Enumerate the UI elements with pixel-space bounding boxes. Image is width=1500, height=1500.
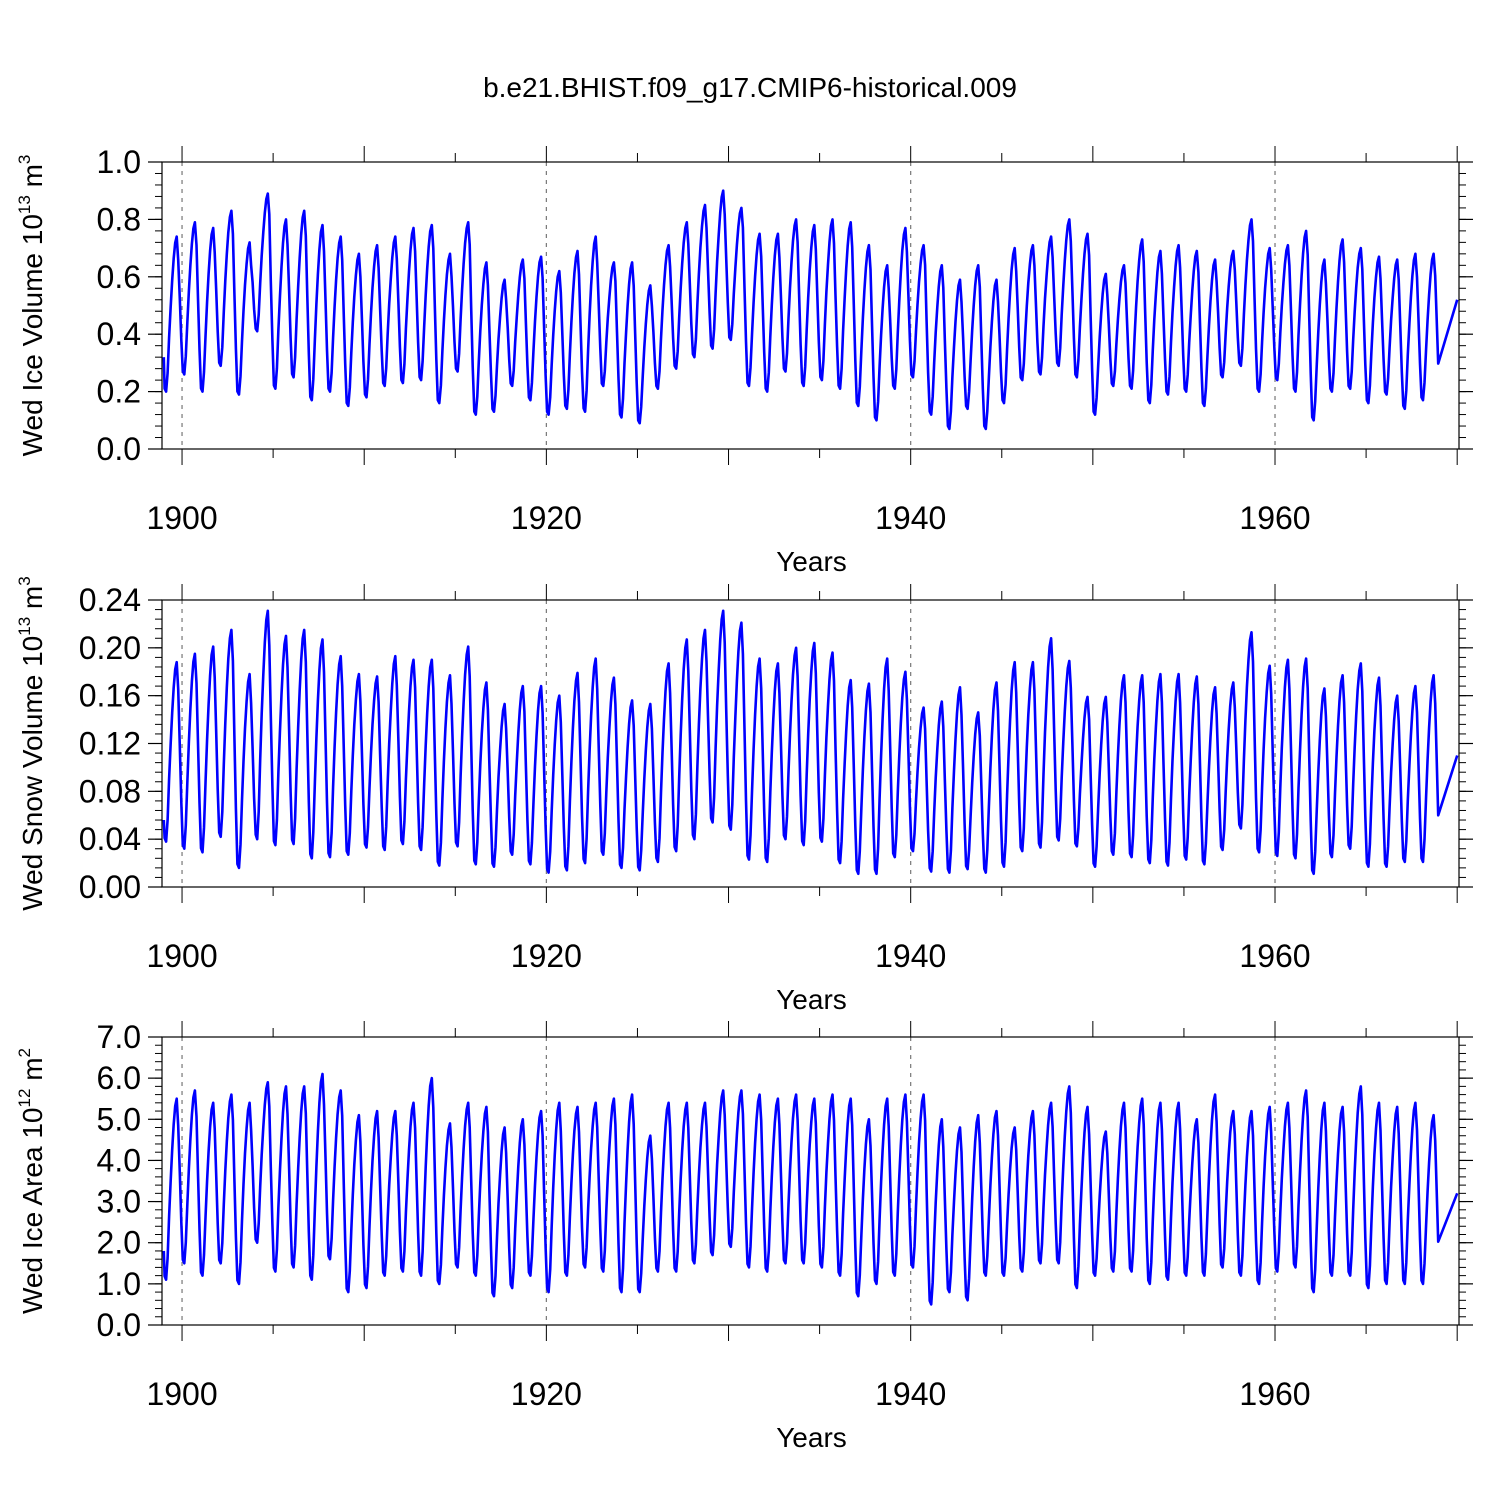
x-axis-label: Years bbox=[776, 546, 847, 577]
y-label-unit: m bbox=[17, 1057, 48, 1088]
panel-ice-volume: 0.0 0.2 0.4 0.6 0.8 1.0 1900 1920 1940 1960 Years W… bbox=[15, 144, 1473, 577]
y-label-prefix: Wed Ice Area 10 bbox=[17, 1108, 48, 1315]
x-tick-label: 1900 bbox=[146, 1376, 217, 1412]
y-label-exponent: 13 bbox=[15, 195, 34, 214]
y-label-unit: m bbox=[17, 164, 48, 195]
y-tick-label: 0.0 bbox=[97, 431, 141, 467]
y-label-prefix: Wed Ice Volume 10 bbox=[17, 214, 48, 456]
y-tick-label: 0.24 bbox=[79, 582, 141, 618]
y-tick-label: 0.20 bbox=[79, 630, 141, 666]
y-tick-label: 1.0 bbox=[97, 144, 141, 180]
y-label-unit-exponent: 3 bbox=[15, 576, 34, 585]
y-label-exponent: 13 bbox=[15, 617, 34, 636]
x-tick-label: 1920 bbox=[511, 500, 582, 536]
y-label-unit-exponent: 3 bbox=[15, 155, 34, 164]
series-line-ice-area bbox=[162, 1072, 1459, 1306]
panel-snow-volume: 0.00 0.04 0.08 0.12 0.16 0.20 0.24 1900 1920 1940… bbox=[15, 576, 1473, 1015]
series-line-snow-volume bbox=[162, 609, 1459, 876]
x-tick-label: 1940 bbox=[875, 500, 946, 536]
y-tick-label: 0.6 bbox=[97, 259, 141, 295]
y-tick-label: 2.0 bbox=[97, 1225, 141, 1261]
series-line-ice-volume bbox=[162, 189, 1459, 431]
y-label-exponent: 12 bbox=[15, 1089, 34, 1108]
x-tick-label: 1920 bbox=[511, 1376, 582, 1412]
y-tick-label: 5.0 bbox=[97, 1101, 141, 1137]
y-label-prefix: Wed Snow Volume 10 bbox=[17, 636, 48, 911]
x-tick-label: 1900 bbox=[146, 938, 217, 974]
y-axis-label: Wed Snow Volume 1013 m3 bbox=[15, 576, 48, 910]
x-tick-label: 1960 bbox=[1239, 1376, 1310, 1412]
y-axis-label: Wed Ice Volume 1013 m3 bbox=[15, 155, 48, 457]
x-axis-label: Years bbox=[776, 1422, 847, 1453]
y-tick-label: 0.04 bbox=[79, 821, 141, 857]
figure-title: b.e21.BHIST.f09_g17.CMIP6-historical.009 bbox=[483, 72, 1017, 103]
y-tick-label: 0.8 bbox=[97, 201, 141, 237]
x-axis-label: Years bbox=[776, 984, 847, 1015]
y-label-unit: m bbox=[17, 586, 48, 617]
x-tick-label: 1960 bbox=[1239, 500, 1310, 536]
y-tick-label: 0.16 bbox=[79, 678, 141, 714]
x-tick-label: 1940 bbox=[875, 1376, 946, 1412]
y-tick-label: 0.0 bbox=[97, 1307, 141, 1343]
y-tick-label: 0.12 bbox=[79, 726, 141, 762]
x-tick-label: 1940 bbox=[875, 938, 946, 974]
y-label-unit-exponent: 2 bbox=[15, 1048, 34, 1057]
y-axis-label: Wed Ice Area 1012 m2 bbox=[15, 1048, 48, 1314]
x-tick-label: 1960 bbox=[1239, 938, 1310, 974]
y-tick-label: 1.0 bbox=[97, 1266, 141, 1302]
y-tick-label: 4.0 bbox=[97, 1142, 141, 1178]
plot-frame-ice-area bbox=[161, 1036, 1460, 1326]
y-tick-label: 0.4 bbox=[97, 316, 141, 352]
y-tick-label: 6.0 bbox=[97, 1060, 141, 1096]
x-tick-label: 1920 bbox=[511, 938, 582, 974]
y-tick-label: 0.08 bbox=[79, 773, 141, 809]
panel-ice-area: 0.0 1.0 2.0 3.0 4.0 5.0 6.0 7.0 1900 1920 1940 1960… bbox=[15, 1019, 1473, 1453]
x-tick-label: 1900 bbox=[146, 500, 217, 536]
y-tick-label: 3.0 bbox=[97, 1184, 141, 1220]
y-tick-label: 0.2 bbox=[97, 374, 141, 410]
plot-frame-ice-volume bbox=[161, 161, 1460, 450]
y-tick-label: 0.00 bbox=[79, 869, 141, 905]
y-tick-label: 7.0 bbox=[97, 1019, 141, 1055]
